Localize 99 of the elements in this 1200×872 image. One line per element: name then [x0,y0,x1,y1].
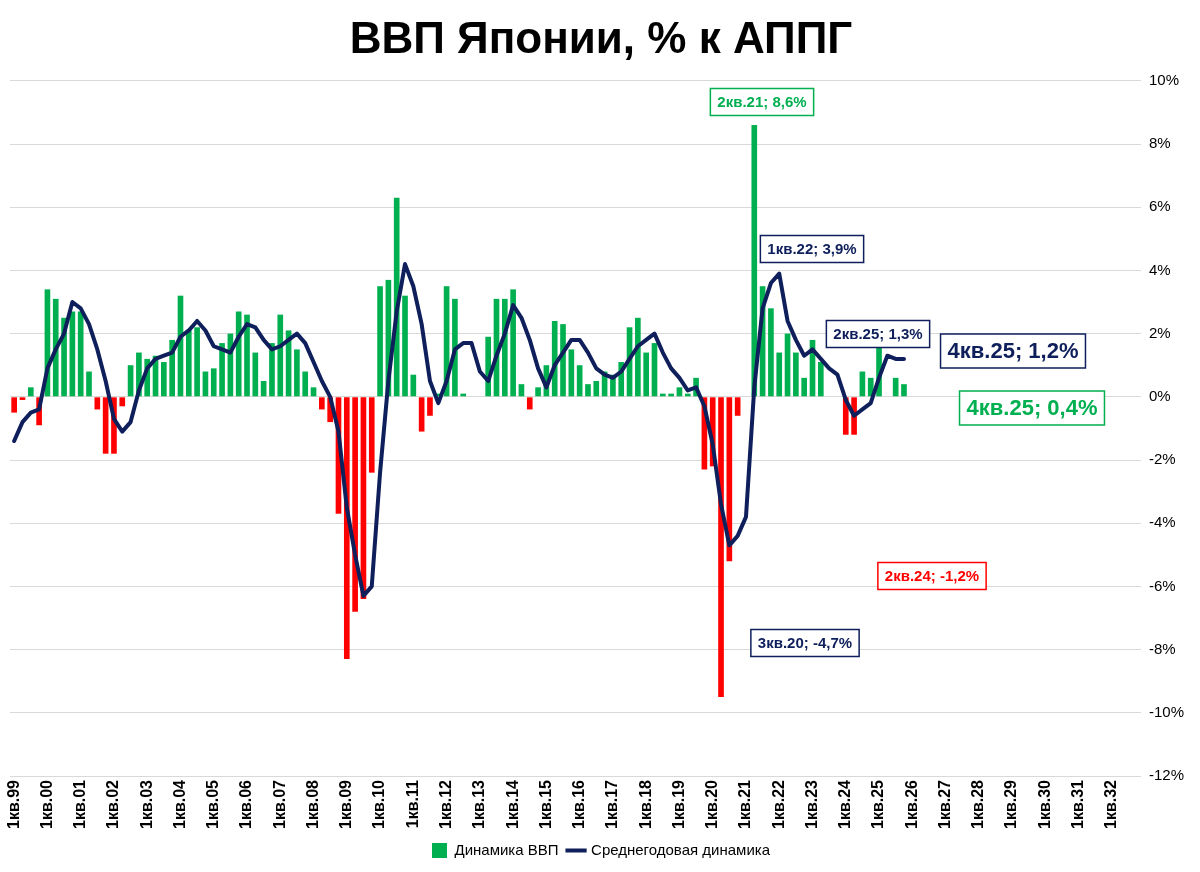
y-tick-label: 6% [1148,197,1171,215]
x-tick-label: 1кв.15 [536,779,554,829]
x-tick-label: 1кв.30 [1035,779,1053,829]
annotation: 4кв.25; 0,4% [966,395,1098,421]
annotation: 2кв.21; 8,6% [717,93,807,111]
x-tick-label: 1кв.07 [270,779,288,829]
bar [185,330,192,397]
x-tick-label: 1кв.32 [1102,779,1120,829]
x-tick-label: 1кв.18 [636,779,654,829]
x-tick-label: 1кв.19 [669,779,687,829]
bar [77,311,84,397]
bar [319,397,325,410]
x-tick-label: 1кв.00 [37,779,55,829]
x-tick-label: 1кв.22 [769,779,787,829]
bar [793,352,799,397]
x-tick-label: 1кв.21 [736,779,754,829]
x-tick-label: 1кв.99 [4,779,22,829]
bar [510,289,516,397]
x-tick-label: 1кв.10 [370,779,388,829]
x-tick-label: 1кв.23 [802,779,820,829]
annotation: 3кв.20; -4,7% [757,634,853,652]
x-tick-label: 1кв.06 [237,779,255,829]
x-tick-label: 1кв.03 [137,779,155,829]
bar [768,308,774,397]
x-tick-label: 1кв.24 [836,779,854,829]
bar [817,362,824,397]
x-tick-label: 1кв.26 [902,779,920,829]
legend-label: Динамика ВВП [454,840,559,858]
bar [252,352,259,397]
y-tick-label: -6% [1148,576,1176,594]
x-tick-label: 1кв.14 [503,779,521,829]
x-tick-label: 1кв.08 [303,779,321,829]
bar [635,317,641,397]
bar [526,397,533,410]
bar [94,397,101,410]
x-tick-label: 1кв.28 [969,779,987,829]
bar [219,343,225,397]
bar [194,327,200,397]
x-tick-label: 1кв.20 [703,779,721,829]
bar [593,381,600,397]
bar [27,387,34,397]
bar [302,371,309,397]
x-tick-label: 1кв.01 [71,779,89,829]
bar [402,295,408,397]
y-tick-label: 10% [1148,70,1180,88]
bar [718,397,724,698]
bar [535,387,541,397]
bar [235,311,242,397]
bar [269,343,275,397]
bar [86,371,92,397]
bar [294,349,300,397]
bar [418,397,425,432]
bar [244,314,250,397]
bar [901,384,907,397]
bar [585,384,591,397]
legend-label: Среднегодовая динамика [591,840,771,858]
x-tick-label: 1кв.02 [104,779,122,829]
bar [19,397,26,400]
bar [119,397,126,407]
bar [52,298,59,397]
bar [734,397,741,416]
x-tick-label: 1кв.04 [170,779,188,829]
annotation: 2кв.24; -1,2% [884,567,980,585]
x-tick-label: 1кв.16 [570,779,588,829]
bar [560,324,566,397]
y-tick-label: 4% [1148,260,1171,278]
x-tick-label: 1кв.25 [869,779,887,829]
x-tick-label: 1кв.17 [603,779,621,829]
annotation: 4кв.25; 1,2% [947,338,1079,364]
y-tick-label: 0% [1148,386,1171,404]
y-tick-label: -4% [1148,513,1176,531]
x-tick-label: 1кв.31 [1069,779,1087,829]
x-tick-label: 1кв.12 [437,779,454,829]
x-tick-label: 1кв.05 [204,779,222,829]
bar [277,314,284,397]
bar [751,125,758,397]
chart-title: ВВП Японии, % к АППГ [349,12,853,62]
bar [643,352,650,397]
x-tick-label: 1кв.27 [935,779,953,829]
bar [161,362,167,397]
bar [210,368,217,397]
annotation: 1кв.22; 3,9% [767,240,857,258]
y-tick-label: -2% [1148,450,1176,468]
y-tick-label: -8% [1148,639,1176,657]
x-tick-label: 1кв.11 [403,779,421,829]
bar [368,397,375,473]
bar [801,377,808,397]
y-tick-label: 8% [1148,134,1171,152]
bar [776,352,783,397]
bar [427,397,433,416]
y-tick-label: 2% [1148,323,1171,341]
annotation: 2кв.25; 1,3% [833,325,923,343]
x-tick-label: 1кв.29 [1002,779,1020,829]
y-tick-label: -12% [1148,766,1185,784]
x-tick-label: 1кв.13 [470,779,488,829]
y-tick-label: -10% [1148,702,1185,720]
bar [11,397,17,413]
bar [377,286,383,397]
x-tick-label: 1кв.09 [337,779,355,829]
